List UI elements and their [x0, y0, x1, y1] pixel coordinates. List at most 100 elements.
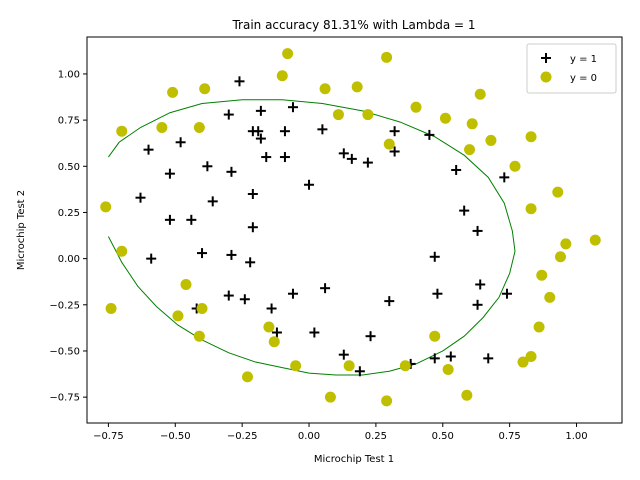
- data-point-y0: [319, 83, 331, 95]
- y-tick-label: 0.75: [58, 116, 80, 127]
- data-point-y0: [525, 351, 537, 363]
- data-point-y1: [389, 146, 400, 157]
- data-point-y0: [429, 330, 441, 342]
- data-point-y0: [461, 389, 473, 401]
- data-point-y1: [346, 153, 357, 164]
- data-point-y1: [164, 214, 175, 225]
- data-point-y1: [384, 296, 395, 307]
- data-point-y1: [338, 349, 349, 360]
- data-point-y1: [226, 166, 237, 177]
- data-point-y0: [554, 251, 566, 263]
- x-tick-label: 0.50: [432, 431, 454, 442]
- data-point-y1: [365, 331, 376, 342]
- data-point-y1: [389, 126, 400, 137]
- data-point-y1: [266, 303, 277, 314]
- y-tick-label: 1.00: [58, 69, 80, 80]
- data-point-y0: [442, 363, 454, 375]
- data-point-y0: [193, 330, 205, 342]
- plot-area: [100, 48, 601, 407]
- legend-circle-marker: [540, 71, 552, 83]
- x-tick-label: 0.75: [499, 431, 521, 442]
- data-point-y0: [410, 101, 422, 113]
- data-point-y1: [429, 353, 440, 364]
- data-point-y0: [282, 48, 294, 60]
- legend-label-y0: y = 0: [570, 73, 597, 84]
- y-tick-label: 0.25: [58, 208, 80, 219]
- x-tick-label: −0.25: [227, 431, 258, 442]
- axis-ticks: −0.75 −0.50 −0.25 0.00 0.25 0.50 0.75 1.00 −0.75…: [49, 36, 623, 442]
- data-point-y1: [287, 288, 298, 299]
- data-point-y0: [464, 144, 476, 156]
- data-point-y0: [172, 310, 184, 322]
- legend: y = 1 y = 0: [526, 43, 617, 94]
- data-point-y0: [290, 360, 302, 372]
- x-tick-label: 0.00: [298, 431, 320, 442]
- y-tick-label: −0.75: [49, 393, 80, 404]
- data-point-y0: [116, 125, 128, 137]
- x-tick-label: −0.75: [93, 431, 124, 442]
- data-point-y1: [175, 137, 186, 148]
- y-tick-label: 0.00: [58, 254, 80, 265]
- data-point-y1: [472, 225, 483, 236]
- y-tick-label: −0.25: [49, 300, 80, 311]
- legend-plus-marker: [541, 53, 551, 63]
- data-point-y1: [279, 126, 290, 137]
- data-point-y1: [445, 351, 456, 362]
- data-point-y1: [247, 222, 258, 233]
- data-point-y0: [485, 134, 497, 146]
- data-point-y0: [466, 118, 478, 130]
- data-point-y1: [483, 353, 494, 364]
- data-point-y1: [472, 299, 483, 310]
- x-tick-label: 1.00: [565, 431, 587, 442]
- data-point-y0: [552, 186, 564, 198]
- data-point-y0: [474, 88, 486, 100]
- data-point-y1: [320, 283, 331, 294]
- data-point-y1: [475, 279, 486, 290]
- data-point-y0: [242, 371, 253, 383]
- data-point-y0: [156, 121, 168, 133]
- data-point-y1: [207, 196, 218, 207]
- data-point-y0: [263, 321, 275, 333]
- data-point-y0: [276, 70, 288, 82]
- data-point-y0: [536, 269, 548, 281]
- data-point-y1: [354, 366, 365, 377]
- data-point-y0: [362, 109, 374, 121]
- data-point-y1: [304, 179, 315, 190]
- data-point-y0: [116, 245, 128, 257]
- y-tick-label: −0.50: [49, 346, 80, 357]
- data-point-y1: [317, 124, 328, 135]
- data-point-y1: [146, 253, 157, 264]
- data-point-y1: [253, 126, 264, 137]
- data-point-y1: [234, 76, 245, 87]
- data-point-y0: [381, 51, 393, 63]
- decision-boundary-line: [107, 99, 516, 376]
- legend-box: [526, 43, 617, 94]
- data-point-y1: [223, 290, 234, 301]
- data-point-y1: [362, 157, 373, 168]
- data-point-y0: [399, 360, 411, 372]
- data-point-y1: [451, 164, 462, 175]
- data-point-y0: [180, 278, 192, 290]
- data-point-y0: [525, 131, 537, 143]
- data-point-y1: [271, 327, 282, 338]
- data-point-y0: [167, 86, 179, 98]
- data-point-y1: [338, 148, 349, 159]
- data-point-y1: [261, 152, 272, 163]
- data-point-y0: [196, 302, 208, 314]
- data-point-y1: [226, 249, 237, 260]
- data-point-y1: [245, 257, 256, 268]
- data-point-y0: [199, 83, 211, 95]
- data-point-y1: [164, 168, 175, 179]
- data-point-y0: [439, 112, 451, 124]
- data-point-y0: [560, 238, 572, 250]
- data-point-y1: [135, 192, 146, 203]
- data-point-y1: [279, 152, 290, 163]
- legend-marker-y1: [541, 53, 551, 63]
- y-tick-label: 0.50: [58, 162, 80, 173]
- data-point-y0: [383, 138, 395, 150]
- x-axis-title: Microchip Test 1: [314, 454, 394, 465]
- data-point-y1: [287, 102, 298, 113]
- chart-title: Train accuracy 81.31% with Lambda = 1: [231, 18, 475, 32]
- data-point-y1: [223, 109, 234, 120]
- data-point-y0: [381, 395, 393, 407]
